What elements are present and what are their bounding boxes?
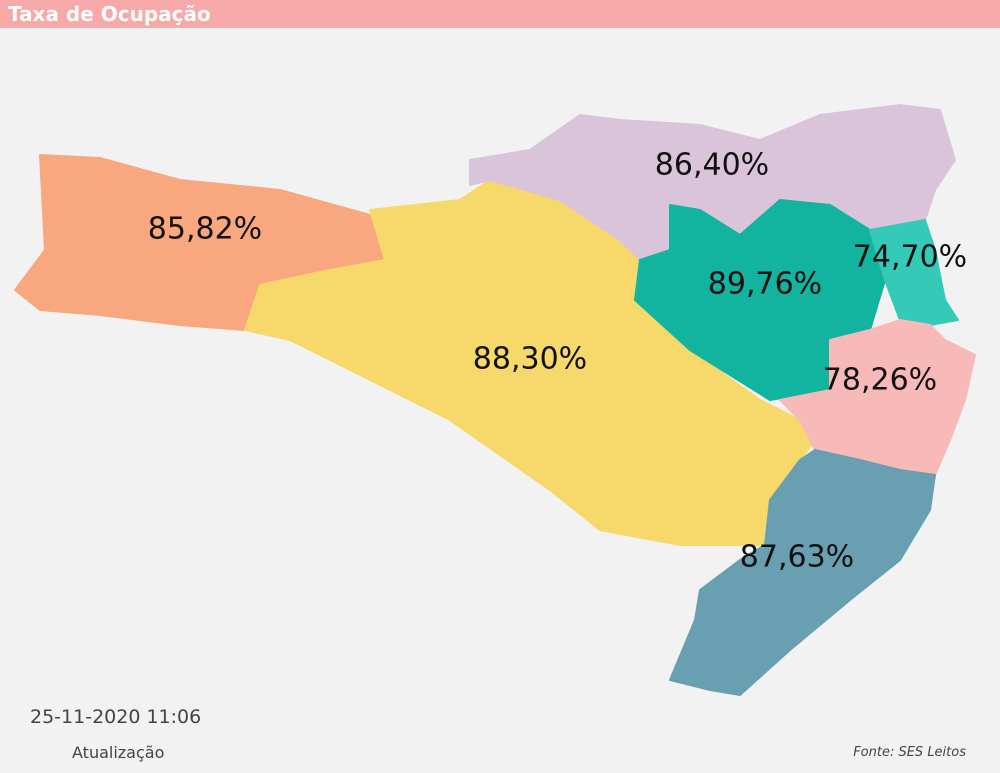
region-label: 87,63% — [740, 540, 854, 575]
region-label: 88,30% — [473, 342, 587, 377]
region-label: 74,70% — [853, 240, 967, 275]
region-label: 86,40% — [655, 148, 769, 183]
header-title: Taxa de Ocupação — [0, 0, 1000, 28]
region-label: 89,76% — [708, 267, 822, 302]
region — [869, 219, 959, 326]
map: 85,82% 88,30% 86,40% 89,76% 74,70% 78,26% 87,6… — [14, 104, 976, 696]
region-label: 85,82% — [148, 212, 262, 247]
source: Fonte: SES Leitos — [853, 745, 966, 760]
region-label: 78,26% — [823, 363, 937, 398]
timestamp: 25-11-2020 11:06 — [30, 706, 202, 728]
timestamp-caption: Atualização — [72, 743, 165, 762]
region — [669, 449, 936, 696]
